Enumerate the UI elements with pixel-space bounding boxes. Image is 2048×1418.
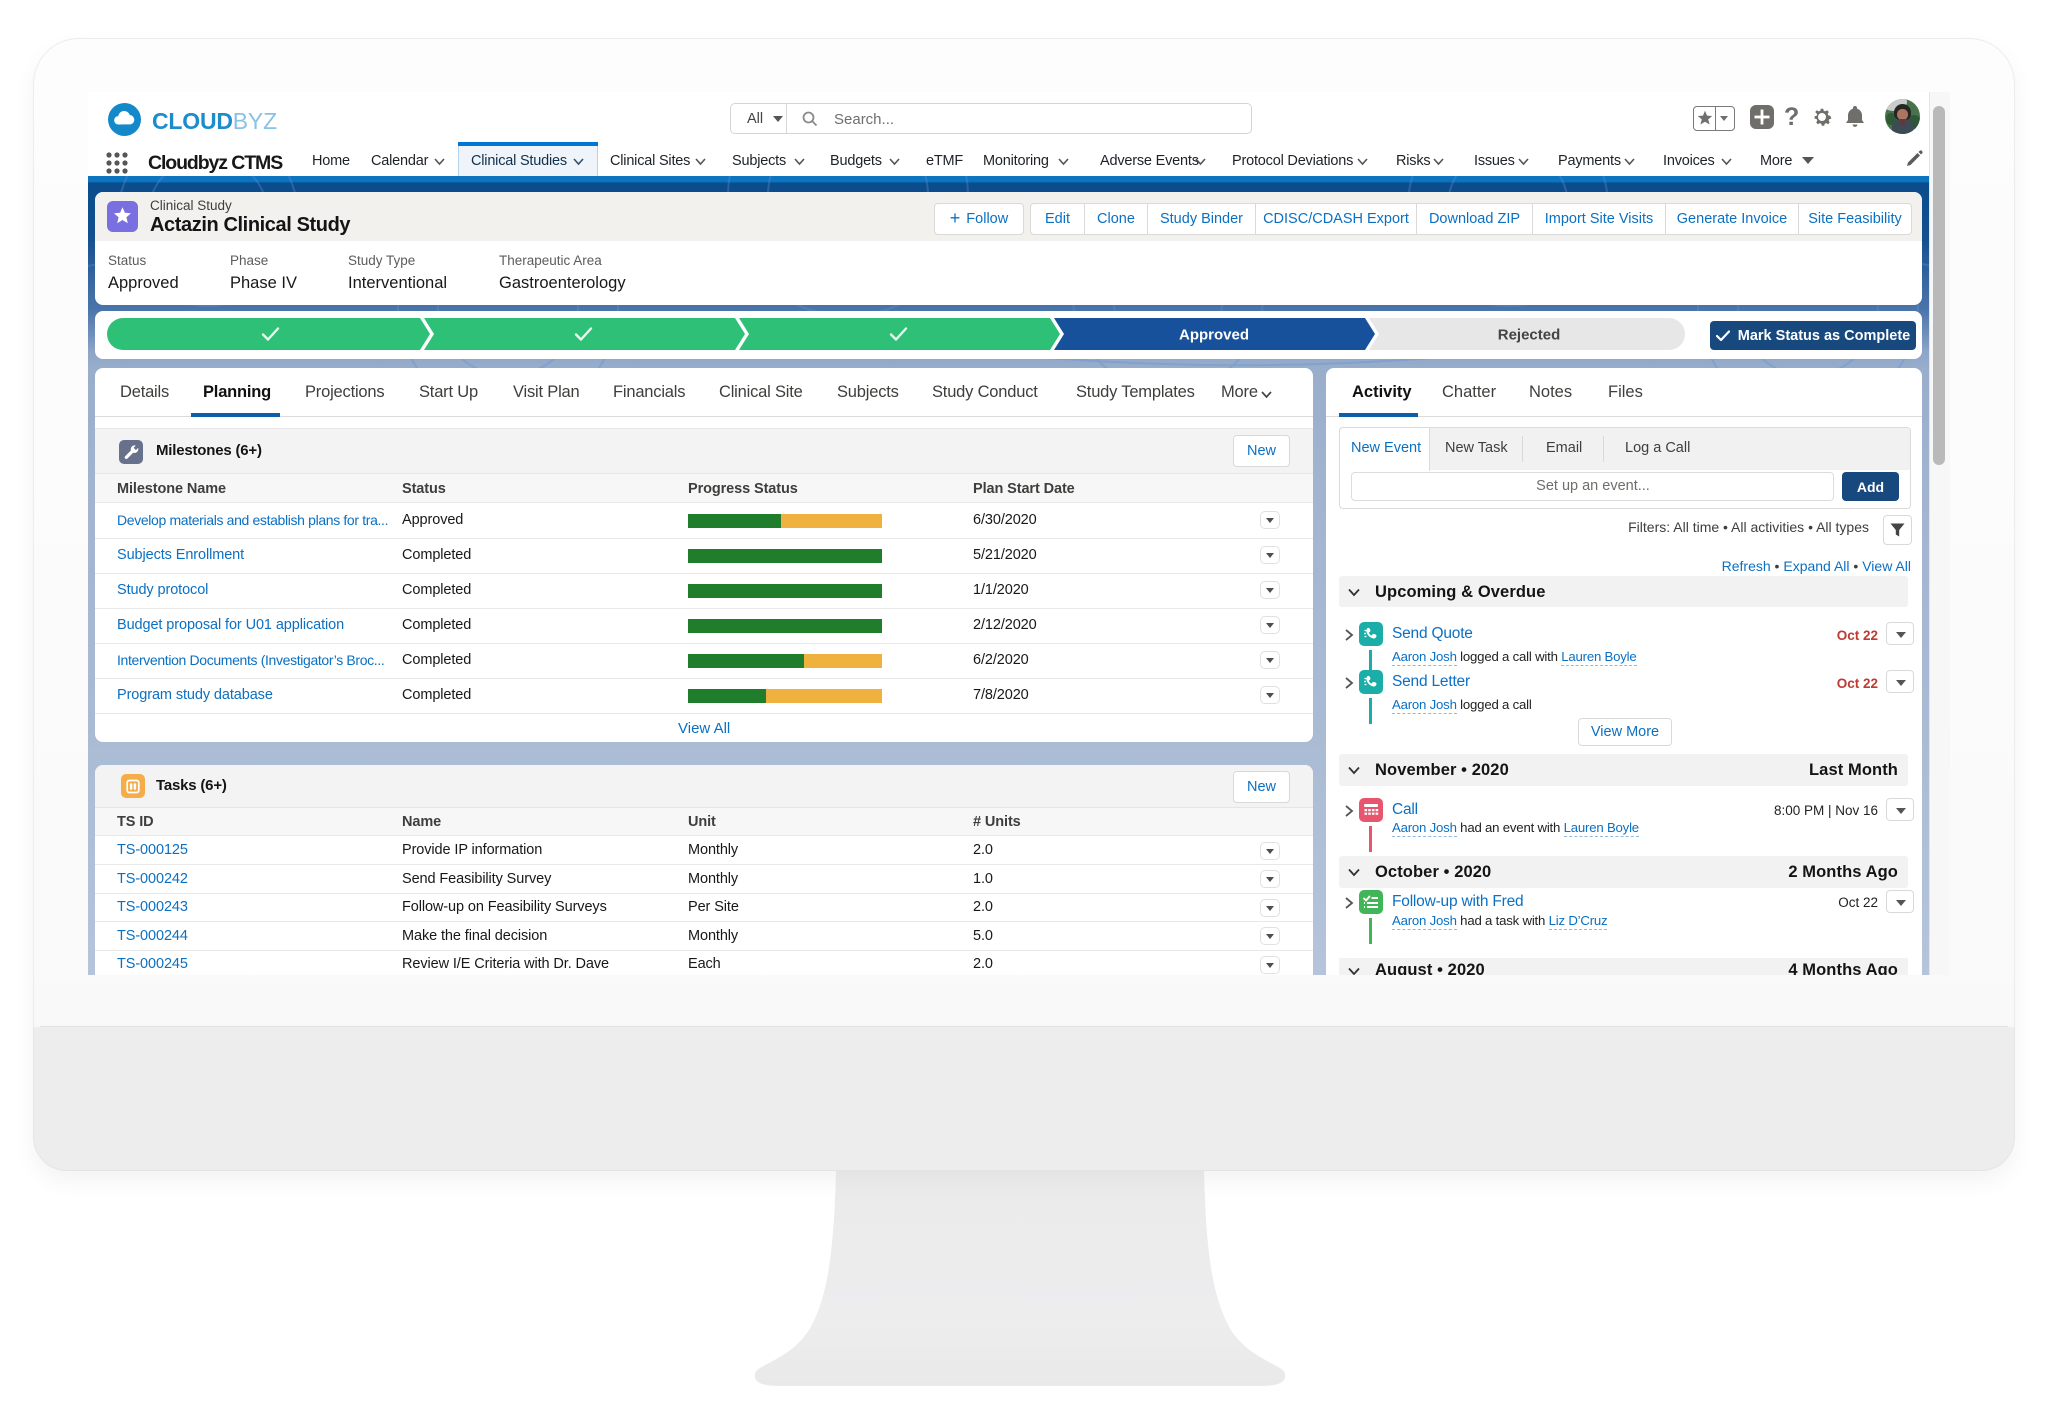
svg-text:Approved: Approved	[1179, 327, 1249, 344]
svg-text:Rejected: Rejected	[1498, 327, 1561, 344]
